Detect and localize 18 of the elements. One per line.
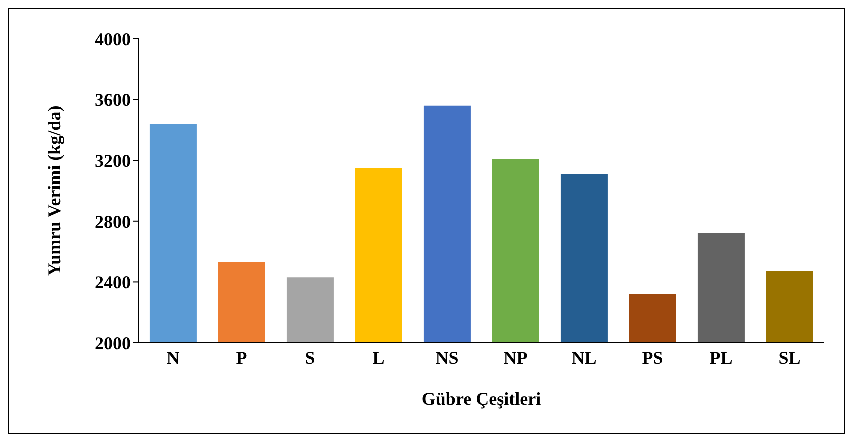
y-tick-label: 3200 [95, 150, 131, 171]
y-tick-label: 2000 [95, 333, 131, 354]
x-tick-label: PL [710, 348, 733, 368]
x-tick-label: NL [572, 348, 597, 368]
x-axis-title: Gübre Çeşitleri [422, 389, 542, 409]
y-tick-label: 2400 [95, 272, 131, 293]
x-tick-label: L [372, 348, 385, 368]
x-tick-label: S [305, 348, 316, 368]
x-tick-label: N [166, 348, 180, 368]
y-tick-label: 3600 [95, 90, 131, 110]
x-tick-label: PS [642, 348, 664, 368]
x-tick-label: P [236, 348, 248, 368]
y-axis-title: Yumru Verimi (kg/da) [44, 106, 64, 276]
y-tick-label: 2800 [95, 212, 131, 232]
y-tick-label: 4000 [95, 29, 131, 50]
x-tick-label: NS [436, 348, 459, 368]
x-tick-label: NP [504, 348, 528, 368]
x-tick-label: SL [778, 348, 801, 368]
